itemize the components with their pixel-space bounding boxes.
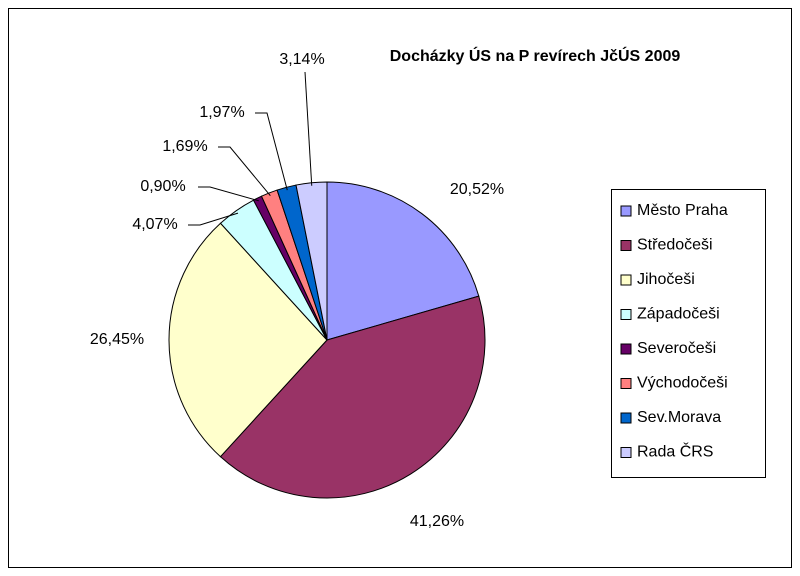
leader-line [218,146,271,197]
legend-swatch [620,205,632,217]
legend-swatch [620,447,632,458]
data-label: 26,45% [90,331,144,348]
legend-swatch [620,274,632,286]
pie-slice [326,181,480,341]
data-label: 1,69% [162,138,207,155]
legend-label: Sev.Morava [637,409,721,426]
data-label: 0,90% [140,178,185,195]
data-label: 3,14% [279,51,324,68]
legend-swatch [620,240,632,251]
leader-line [304,71,313,186]
legend-swatch [620,378,632,389]
legend-label: Město Praha [637,202,728,219]
legend-box [611,189,766,478]
legend-swatch [620,309,632,320]
data-label: 1,97% [199,104,244,121]
chart-title: Docházky ÚS na P revírech JčÚS 2009 [390,46,681,65]
leader-line [198,186,259,202]
legend-label: Středočeši [637,237,713,254]
legend-label: Severočeši [637,340,716,357]
leader-line [188,212,239,226]
data-label: 20,52% [450,181,504,198]
legend-label: Rada ČRS [637,442,713,461]
data-label: 4,07% [132,216,177,233]
legend-label: Východočeši [637,375,728,392]
legend-label: Jihočeši [637,271,695,288]
legend-swatch [620,412,632,424]
pie-slice [168,222,328,458]
pie-slice [219,295,486,499]
leader-line [255,112,288,191]
legend-swatch [620,343,632,355]
data-label: 41,26% [410,513,464,530]
legend-label: Západočeši [637,306,720,323]
